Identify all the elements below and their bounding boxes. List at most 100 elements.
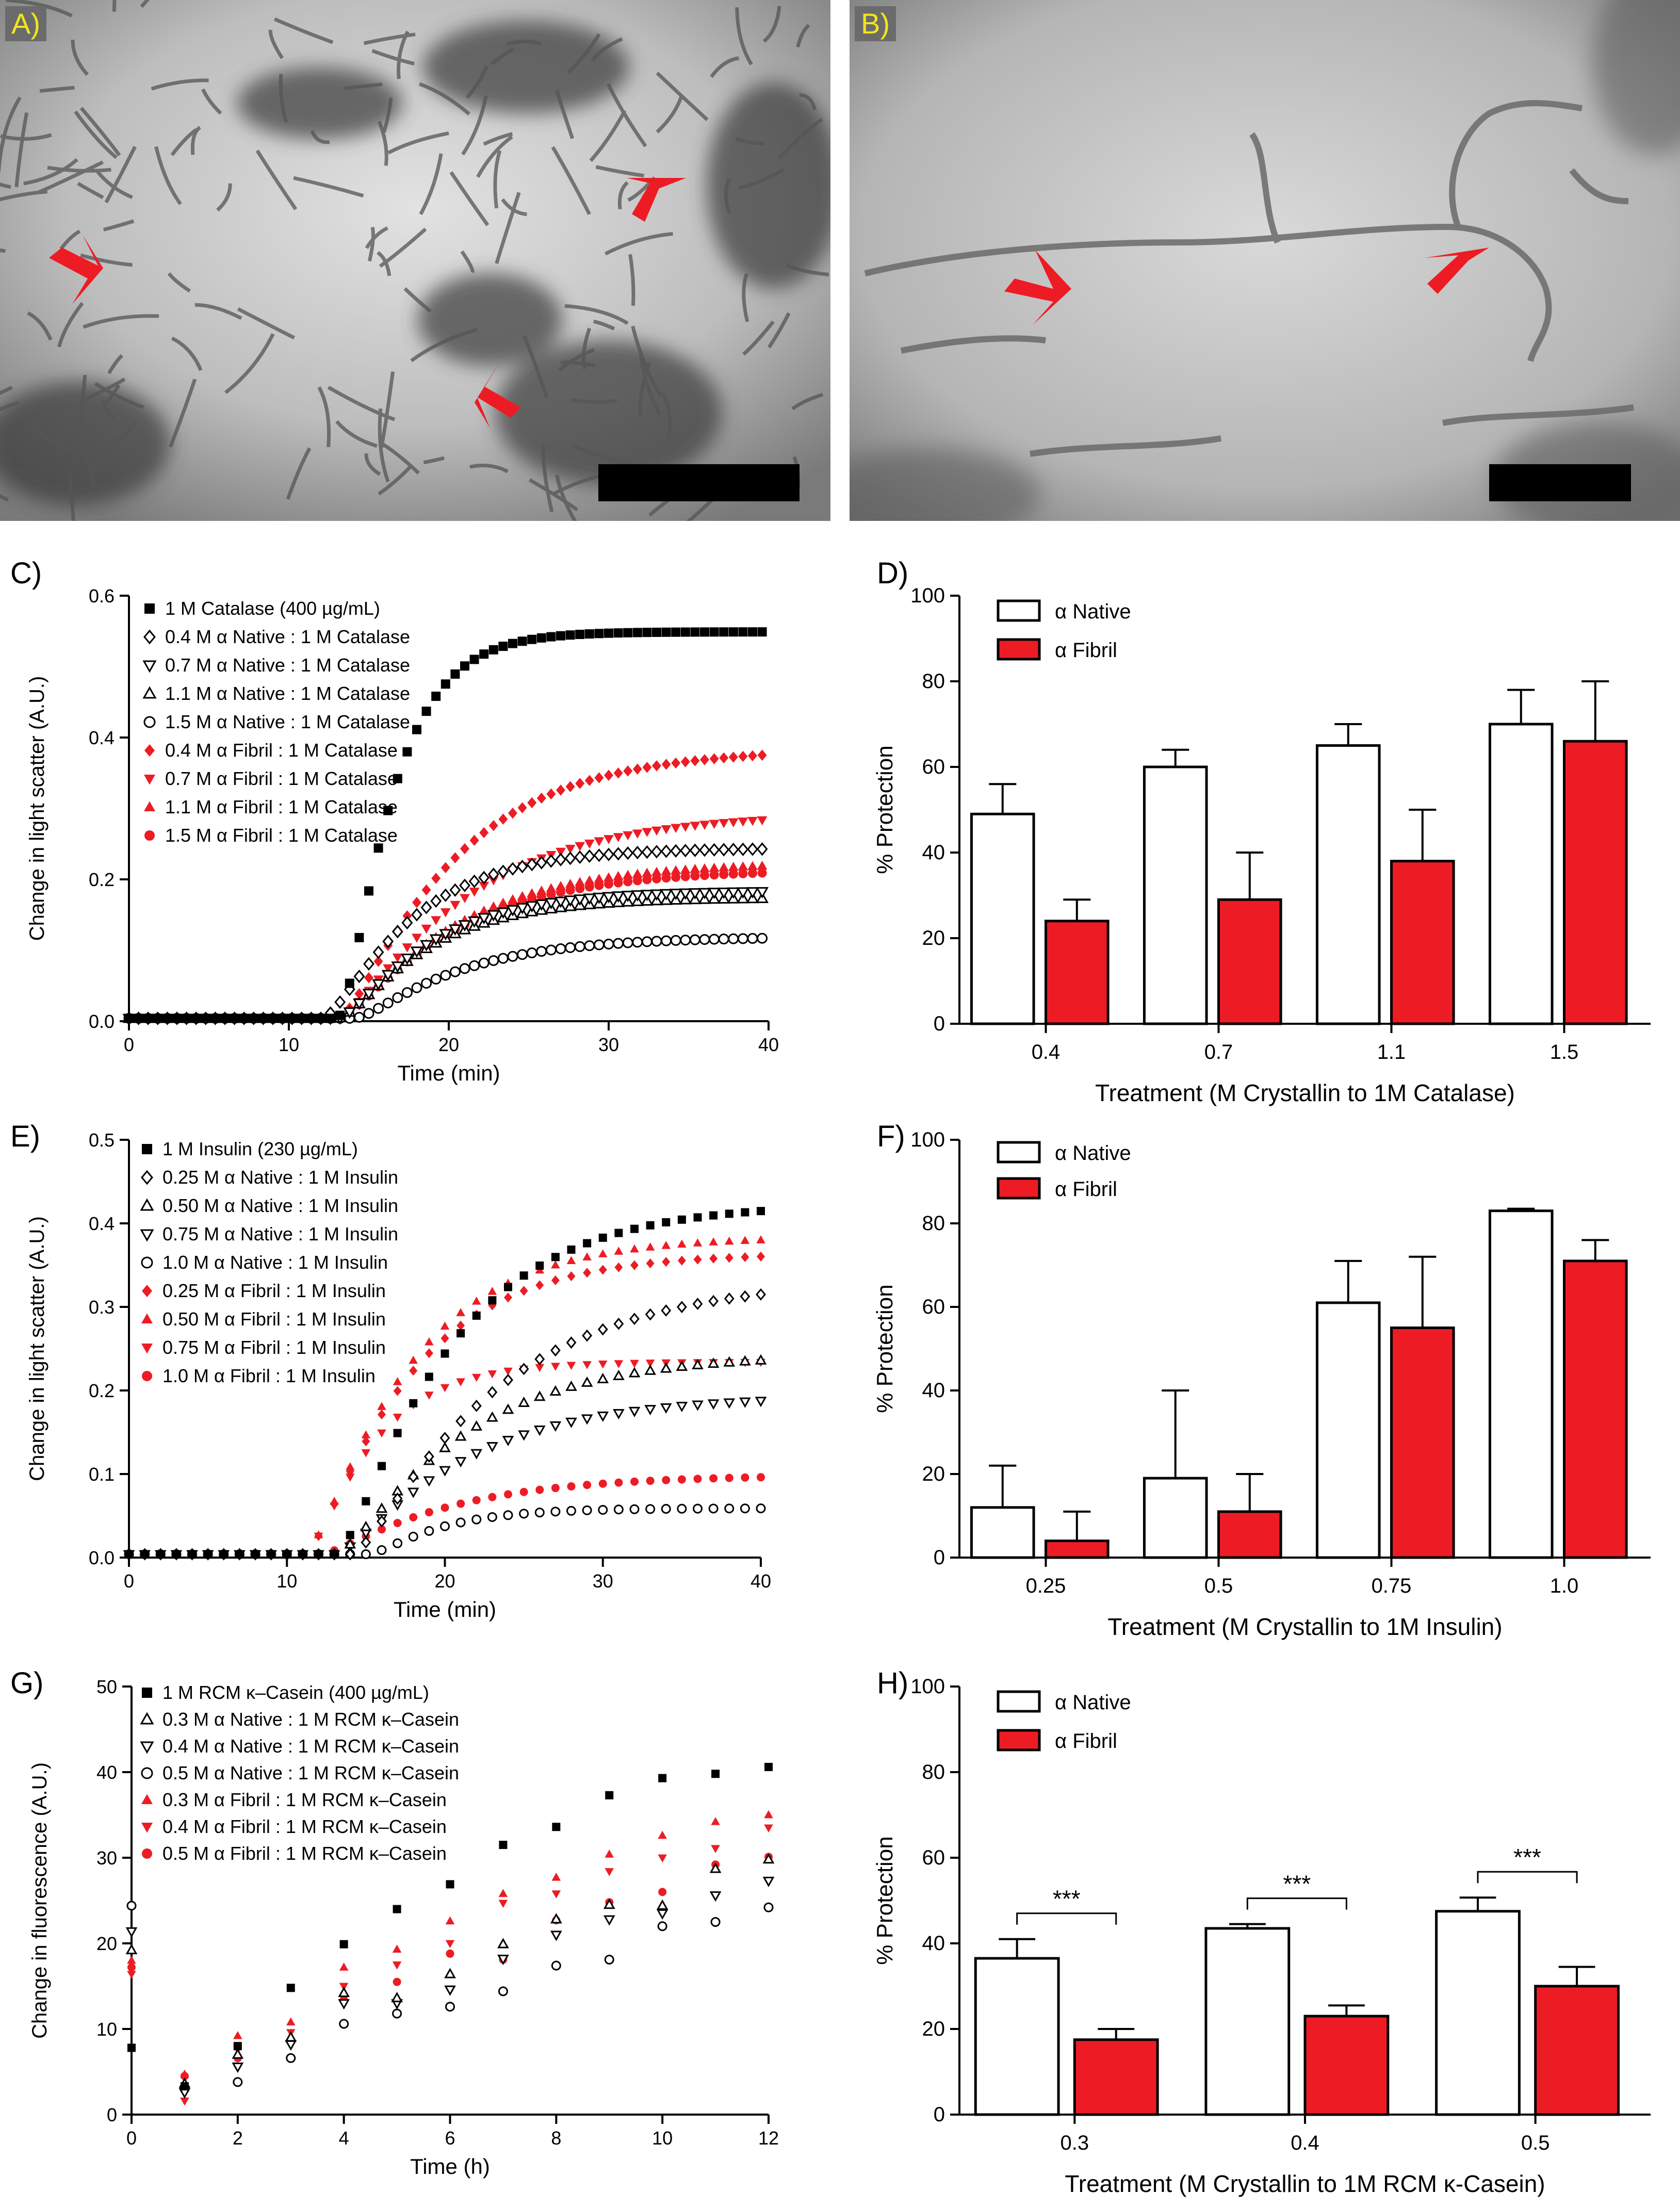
data-point xyxy=(285,2040,297,2051)
legend-label: α Fibril xyxy=(1055,1178,1117,1201)
data-point xyxy=(314,1531,323,1541)
fibril-strand xyxy=(377,251,392,276)
x-tick-label: 0.5 xyxy=(1204,1575,1233,1597)
data-point xyxy=(708,843,720,857)
data-point xyxy=(757,749,767,761)
y-tick-label: 0.2 xyxy=(89,869,115,890)
data-point xyxy=(594,629,604,639)
data-point xyxy=(425,1392,434,1400)
data-point xyxy=(297,1013,306,1023)
fibril-strand xyxy=(194,303,242,320)
fibril-strand xyxy=(335,420,378,448)
data-point xyxy=(449,966,461,977)
data-point xyxy=(645,1242,655,1251)
chart-c: 0.0 0.2 0.4 0.6 Change in light scatter (A.U… xyxy=(26,585,779,1085)
legend-swatch xyxy=(997,599,1041,622)
data-point xyxy=(127,1956,136,1964)
data-point xyxy=(709,1474,718,1483)
data-point xyxy=(719,819,729,828)
data-point xyxy=(709,820,720,829)
data-point xyxy=(755,1397,767,1407)
fibril-strand xyxy=(6,0,73,18)
data-point xyxy=(454,1457,467,1468)
data-point xyxy=(677,1503,687,1514)
fibril-strand xyxy=(216,183,232,212)
data-point xyxy=(488,1493,497,1501)
x-axis-label: Treatment (M Crystallin to 1M Insulin) xyxy=(1107,1613,1502,1640)
data-point xyxy=(516,903,529,914)
data-point xyxy=(671,757,681,769)
data-point xyxy=(566,1505,576,1516)
data-point xyxy=(707,1399,720,1410)
y-tick-label: 0.0 xyxy=(89,1547,115,1568)
data-point xyxy=(551,1872,561,1881)
fibril-strand xyxy=(279,74,288,123)
data-point xyxy=(727,842,739,857)
legend-marker xyxy=(141,1256,153,1269)
data-point xyxy=(699,843,710,857)
data-point xyxy=(662,1476,671,1484)
fibril-strand xyxy=(541,445,554,513)
fibril-strand xyxy=(382,97,393,133)
data-point xyxy=(533,1426,546,1436)
legend-marker xyxy=(144,744,155,757)
y-axis-label: Change in light scatter (A.U.) xyxy=(26,676,48,941)
data-point xyxy=(488,645,498,654)
data-point xyxy=(353,969,365,984)
data-point xyxy=(612,891,625,903)
x-tick-label: 0 xyxy=(124,1034,134,1055)
data-point xyxy=(402,747,412,757)
data-point xyxy=(191,1013,201,1023)
data-point xyxy=(723,1356,736,1367)
data-point xyxy=(690,627,700,637)
data-point xyxy=(740,1236,750,1244)
fibril-strand xyxy=(378,464,414,496)
data-point xyxy=(661,935,672,946)
data-point xyxy=(583,849,595,863)
data-point xyxy=(267,1550,275,1559)
data-point xyxy=(345,1474,355,1482)
bar xyxy=(1390,860,1455,1025)
data-point xyxy=(614,1247,624,1255)
data-point xyxy=(661,627,671,637)
data-point xyxy=(430,973,442,985)
data-point xyxy=(584,940,595,952)
data-point xyxy=(440,908,451,918)
data-point xyxy=(693,1503,703,1514)
bar xyxy=(1073,2038,1159,2116)
fibril-strand xyxy=(742,320,775,356)
panel-letter-d: D) xyxy=(877,556,909,590)
data-point xyxy=(232,2048,244,2059)
data-point xyxy=(756,1503,766,1514)
fibril-strand xyxy=(710,56,739,78)
data-point xyxy=(180,2082,189,2091)
data-point xyxy=(604,1955,614,1965)
data-point xyxy=(487,910,500,922)
data-point xyxy=(391,961,404,973)
data-point xyxy=(583,1239,592,1248)
legend-label: 0.50 M α Fibril : 1 M Insulin xyxy=(162,1308,386,1330)
data-point xyxy=(421,977,432,989)
fibril-strand xyxy=(617,181,629,210)
data-point xyxy=(604,770,613,781)
data-point xyxy=(757,932,768,944)
data-point xyxy=(551,1890,561,1898)
data-point xyxy=(764,1824,773,1833)
fibril-strand xyxy=(201,88,222,115)
data-point xyxy=(287,1013,297,1023)
data-point xyxy=(575,630,585,640)
bar xyxy=(1315,1301,1381,1559)
tem-micrograph-icon xyxy=(850,0,1680,521)
chart-panel-g: G) 0 10 20 30 40 50 Change in fluorescence (A.… xyxy=(0,1661,836,2207)
data-point xyxy=(614,1360,624,1368)
data-point xyxy=(420,940,433,952)
data-point xyxy=(658,1830,667,1839)
legend-label: 0.7 M α Native : 1 M Catalase xyxy=(165,654,410,676)
legend-marker xyxy=(143,629,156,645)
fibril-strand xyxy=(387,131,449,155)
data-point xyxy=(613,833,624,842)
data-point xyxy=(506,905,519,917)
data-point xyxy=(677,1255,686,1266)
data-point xyxy=(584,875,595,885)
fibril-strand xyxy=(27,311,53,341)
